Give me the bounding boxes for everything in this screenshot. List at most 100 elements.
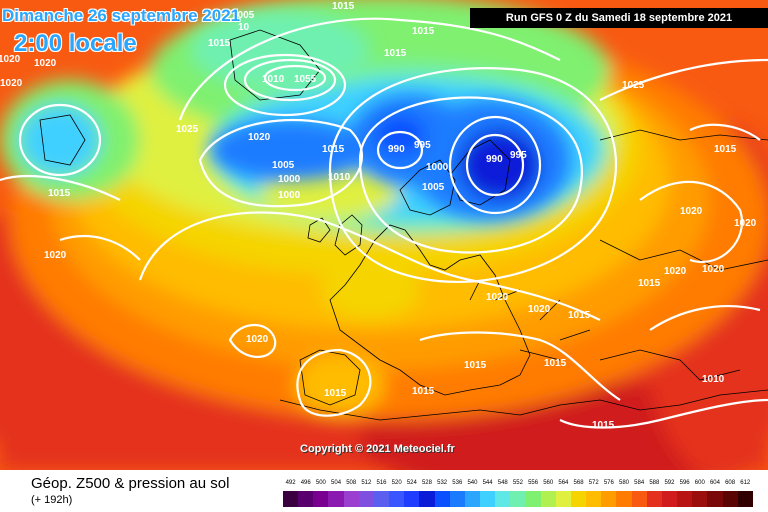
valid-date-title: Dimanche 26 septembre 2021 — [2, 6, 241, 25]
scale-swatch — [510, 491, 526, 507]
pressure-label: 1020 — [528, 304, 551, 315]
scale-swatch — [283, 491, 299, 507]
pressure-label: 990 — [486, 154, 503, 165]
pressure-label: 1015 — [544, 358, 567, 369]
scale-value: 596 — [679, 480, 690, 486]
scale-value: 604 — [709, 480, 720, 486]
scale-swatch — [434, 491, 450, 507]
scale-swatch — [343, 491, 359, 507]
scale-swatch — [616, 491, 632, 507]
pressure-label: 1020 — [664, 266, 687, 277]
scale-swatch — [480, 491, 496, 507]
scale-value: 528 — [421, 480, 432, 486]
scale-swatch — [586, 491, 602, 507]
forecast-hour: (+ 192h) — [31, 494, 73, 506]
pressure-label: 1015 — [638, 278, 661, 289]
scale-value: 564 — [558, 480, 569, 486]
scale-swatch — [707, 491, 723, 507]
run-banner: Run GFS 0 Z du Samedi 18 septembre 2021 — [470, 8, 768, 28]
pressure-label: 1055 — [294, 74, 317, 85]
pressure-label: 1020 — [486, 292, 509, 303]
pressure-label: 1025 — [622, 80, 645, 91]
scale-swatch — [661, 491, 678, 507]
pressure-label: 1020 — [0, 78, 23, 89]
scale-value: 516 — [376, 480, 387, 486]
copyright-notice: Copyright © 2021 Meteociel.fr — [300, 443, 455, 455]
pressure-label: 1005 — [232, 10, 255, 21]
pressure-label: 1000 — [278, 190, 301, 201]
scale-value: 508 — [346, 480, 357, 486]
scale-value: 504 — [331, 480, 342, 486]
pressure-label-group: 1015 1005 10 1015 1015 1020 1020 1020 10… — [0, 1, 757, 431]
pressure-label: 1020 — [44, 250, 67, 261]
scale-swatch — [419, 491, 435, 507]
scale-swatches — [283, 491, 753, 507]
scale-swatch — [495, 491, 511, 507]
scale-swatch — [449, 491, 465, 507]
scale-value: 588 — [649, 480, 660, 486]
pressure-label: 995 — [510, 150, 527, 161]
pressure-label: 1020 — [734, 218, 757, 229]
pressure-label: 1020 — [680, 206, 703, 217]
scale-value: 500 — [315, 480, 326, 486]
scale-swatch — [313, 491, 329, 507]
scale-swatch — [298, 491, 314, 507]
geopotential-map: 1015 1005 10 1015 1015 1020 1020 1020 10… — [0, 0, 768, 470]
legend-footer: Géop. Z500 & pression au sol (+ 192h) 49… — [0, 470, 768, 512]
pressure-label: 1020 — [0, 54, 21, 65]
pressure-label: 1000 — [278, 174, 301, 185]
scale-value: 548 — [497, 480, 508, 486]
scale-value: 580 — [619, 480, 630, 486]
scale-value: 584 — [634, 480, 645, 486]
scale-swatch — [389, 491, 405, 507]
scale-value: 512 — [361, 480, 372, 486]
scale-value: 524 — [406, 480, 417, 486]
scale-value: 520 — [391, 480, 402, 486]
scale-value: 552 — [512, 480, 523, 486]
scale-value: 600 — [694, 480, 705, 486]
scale-swatch — [692, 491, 708, 507]
pressure-label: 1015 — [324, 388, 347, 399]
product-title: Géop. Z500 & pression au sol — [31, 475, 230, 492]
pressure-label: 990 — [388, 144, 405, 155]
pressure-label: 1005 — [422, 182, 445, 193]
scale-swatch — [646, 491, 662, 507]
scale-swatch — [373, 491, 390, 507]
scale-value: 544 — [482, 480, 493, 486]
scale-value: 496 — [300, 480, 311, 486]
scale-value: 492 — [285, 480, 296, 486]
pressure-label: 1015 — [412, 386, 435, 397]
scale-swatch — [677, 491, 693, 507]
scale-value: 560 — [543, 480, 554, 486]
scale-value: 532 — [437, 480, 448, 486]
pressure-label: 1020 — [248, 132, 271, 143]
color-scale: 492 496 500 504 508 512 516 520 524 528 532 536 540 5… — [283, 478, 753, 510]
pressure-label: 1015 — [412, 26, 435, 37]
scale-swatch — [540, 491, 556, 507]
scale-value: 572 — [588, 480, 599, 486]
pressure-label: 1015 — [322, 144, 345, 155]
pressure-label: 1020 — [702, 264, 725, 275]
scale-swatch — [525, 491, 541, 507]
coastline-layer — [39, 29, 768, 421]
scale-value: 576 — [603, 480, 614, 486]
pressure-label: 1015 — [384, 48, 407, 59]
scale-value: 612 — [740, 480, 751, 486]
scale-swatch — [737, 491, 753, 507]
scale-value: 568 — [573, 480, 584, 486]
pressure-label: 1025 — [176, 124, 199, 135]
pressure-label: 1015 — [48, 188, 71, 199]
scale-value: 536 — [452, 480, 463, 486]
scale-swatch — [631, 491, 647, 507]
pressure-label: 1000 — [426, 162, 449, 173]
scale-swatch — [601, 491, 617, 507]
pressure-label: 1010 — [328, 172, 351, 183]
scale-value: 592 — [664, 480, 675, 486]
scale-value: 556 — [528, 480, 539, 486]
pressure-label: 1010 — [702, 374, 725, 385]
scale-swatch — [358, 491, 374, 507]
pressure-label: 1020 — [34, 58, 57, 69]
scale-value: 540 — [467, 480, 478, 486]
pressure-label: 995 — [414, 140, 431, 151]
